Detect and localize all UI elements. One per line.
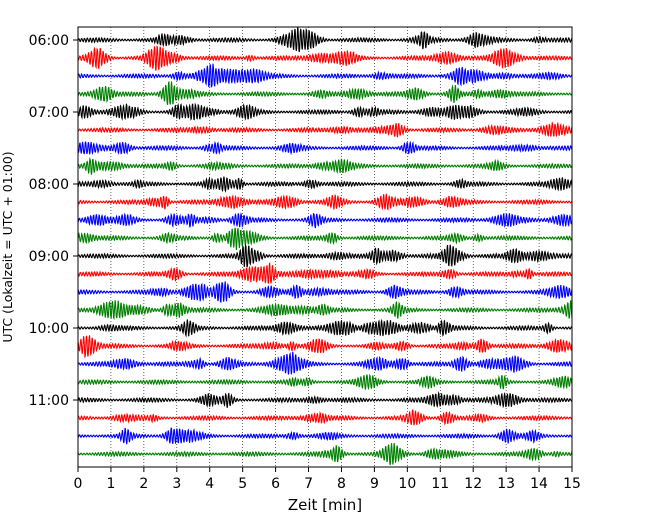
x-tick-label-14: 14	[530, 476, 548, 492]
trace-1115	[77, 409, 573, 426]
trace-0600	[77, 27, 573, 53]
x-axis-label: Zeit [min]	[288, 496, 362, 514]
x-tick-label-11: 11	[431, 476, 449, 492]
trace-0715	[77, 120, 573, 138]
x-tick-label-1: 1	[106, 476, 115, 492]
trace-1000	[77, 318, 573, 338]
trace-layer	[77, 27, 573, 466]
y-tick-label-09:00: 09:00	[29, 249, 69, 265]
trace-0745	[77, 156, 573, 175]
trace-0900	[77, 243, 573, 268]
trace-0800	[77, 176, 573, 193]
x-tick-label-2: 2	[139, 476, 148, 492]
trace-0730	[77, 140, 573, 156]
x-tick-label-8: 8	[337, 476, 346, 492]
trace-0930	[77, 281, 573, 303]
trace-0830	[77, 212, 573, 229]
x-tick-label-15: 15	[563, 476, 581, 492]
x-tick-label-12: 12	[464, 476, 482, 492]
x-tick-label-3: 3	[172, 476, 181, 492]
trace-0630	[77, 63, 573, 88]
y-tick-label-07:00: 07:00	[29, 105, 69, 121]
trace-0815	[77, 193, 573, 211]
trace-0915	[77, 262, 573, 285]
trace-0645	[77, 80, 573, 106]
plot-frame	[77, 26, 573, 468]
trace-1130	[77, 427, 573, 445]
x-tick-label-6: 6	[271, 476, 280, 492]
x-tick-label-4: 4	[205, 476, 214, 492]
trace-0615	[77, 45, 573, 71]
x-axis: 0 1 2 3 4 5 6 7 8 9 10 11 12 13 14 15	[74, 467, 581, 492]
trace-0945	[77, 300, 573, 321]
x-tick-label-5: 5	[238, 476, 247, 492]
x-tick-label-13: 13	[497, 476, 515, 492]
trace-1100	[77, 390, 573, 409]
y-axis: 06:00 07:00 08:00 09:00 10:00 11:00	[29, 33, 78, 409]
x-tick-label-0: 0	[74, 476, 83, 492]
trace-0845	[77, 227, 573, 251]
trace-1145	[77, 443, 573, 466]
x-tick-label-9: 9	[370, 476, 379, 492]
x-tick-label-10: 10	[398, 476, 416, 492]
y-tick-label-10:00: 10:00	[29, 321, 69, 337]
trace-1045	[77, 373, 573, 391]
y-tick-label-08:00: 08:00	[29, 177, 69, 193]
x-tick-label-7: 7	[304, 476, 313, 492]
y-tick-label-11:00: 11:00	[29, 393, 69, 409]
trace-1015	[77, 335, 573, 359]
trace-0700	[77, 102, 573, 121]
y-axis-label: UTC (Lokalzeit = UTC + 01:00)	[0, 151, 15, 342]
y-tick-label-06:00: 06:00	[29, 33, 69, 49]
trace-1030	[77, 351, 573, 375]
